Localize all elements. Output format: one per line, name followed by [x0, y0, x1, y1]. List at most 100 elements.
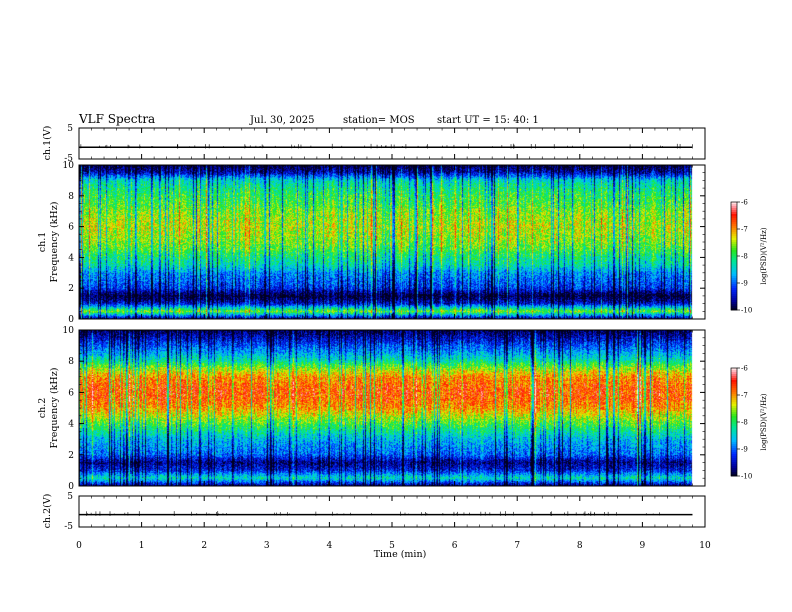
- time-axis: 0 1 2 3 4 5 6 7 8 9 10 Time (min): [76, 541, 711, 560]
- ch1-colorbar-cell: [731, 202, 737, 205]
- ch1-colorbar-cell: [731, 240, 737, 243]
- ch2-colorbar-cell: [731, 452, 737, 455]
- ch2-frequency-ytick-label: 0: [68, 482, 74, 492]
- ch1-colorbar-tick-label: -7: [741, 226, 748, 234]
- ch1-colorbar-cell: [731, 304, 737, 307]
- ch2-colorbar-tick-label: -6: [741, 365, 748, 373]
- ch1-colorbar-cell: [731, 238, 737, 241]
- ch2-frequency-ytick-label: 2: [68, 451, 74, 461]
- ch2-frequency-ytick-label: 8: [68, 357, 74, 367]
- ch1-colorbar-ticks: -6 -7 -8 -9 -10: [737, 199, 752, 315]
- ch1-colorbar-cell: [731, 270, 737, 273]
- ch2-colorbar-cell: [731, 406, 737, 409]
- ch2-colorbar-cell: [731, 396, 737, 399]
- ch1-voltage-frame: [78, 127, 706, 160]
- time-tick-marks: [78, 128, 706, 527]
- ch2-colorbar-cell: [731, 368, 737, 371]
- ch1-colorbar-cell: [731, 232, 737, 235]
- ch1-colorbar-cell: [731, 276, 737, 279]
- ch2-colorbar-tick-label: -9: [741, 446, 748, 454]
- ch2-voltage-panel: 5 -5 ch.2(V): [42, 492, 706, 532]
- time-tick-label: 0: [76, 541, 82, 551]
- ch1-colorbar-cell: [731, 236, 737, 239]
- ch1-colorbar-cell: [731, 254, 737, 257]
- figure-title: VLF Spectra: [78, 112, 155, 126]
- ch2-colorbar-cell: [731, 472, 737, 475]
- ch2-frequency-ylabel: Frequency (kHz): [49, 368, 60, 449]
- ch2-colorbar-cell: [731, 416, 737, 419]
- ch1-colorbar-cell: [731, 208, 737, 211]
- ch1-colorbar-cell: [731, 272, 737, 275]
- ch2-colorbar-cell: [731, 414, 737, 417]
- ch1-frequency-ylabel: Frequency (kHz): [49, 202, 60, 283]
- ch1-colorbar-cell: [731, 204, 737, 207]
- ch1-colorbar-gradient: [731, 202, 737, 311]
- ch1-frequency-ticks: 0 2 4 6 8 10: [63, 161, 705, 325]
- ch1-channel-label: ch.1: [37, 232, 48, 253]
- ch2-colorbar-cell: [731, 460, 737, 463]
- ch1-spectrogram-panel: 0 2 4 6 8 10 ch.1 Frequency (kHz): [37, 161, 706, 325]
- ch2-colorbar-cell: [731, 422, 737, 425]
- ch2-colorbar-cell: [731, 418, 737, 421]
- ch2-voltage-tick-min: -5: [64, 522, 73, 532]
- ch1-colorbar-cell: [731, 290, 737, 293]
- ch2-colorbar-cell: [731, 374, 737, 377]
- ch2-colorbar-cell: [731, 424, 737, 427]
- ch2-colorbar-label: log(PSD)(V²/Hz): [760, 393, 768, 450]
- ch2-colorbar-cell: [731, 470, 737, 473]
- time-tick-label: 2: [201, 541, 207, 551]
- time-tick-label: 1: [139, 541, 145, 551]
- ch1-colorbar-tick-label: -10: [741, 307, 752, 315]
- ch2-colorbar-tick-label: -10: [741, 473, 752, 481]
- ch1-frequency-ytick-label: 8: [68, 192, 74, 202]
- ch2-colorbar-cell: [731, 456, 737, 459]
- ch2-colorbar-cell: [731, 410, 737, 413]
- ch1-colorbar-cell: [731, 210, 737, 213]
- ch2-colorbar-cell: [731, 382, 737, 385]
- ch2-colorbar-cell: [731, 428, 737, 431]
- time-tick-label: 5: [389, 541, 395, 551]
- ch2-colorbar-cell: [731, 388, 737, 391]
- ch2-colorbar-cell: [731, 444, 737, 447]
- ch1-spectrogram-image: [79, 165, 705, 319]
- ch1-colorbar-cell: [731, 218, 737, 221]
- ch1-colorbar-cell: [731, 296, 737, 299]
- ch2-colorbar-cell: [731, 404, 737, 407]
- ch2-colorbar-cell: [731, 402, 737, 405]
- ch1-voltage-panel: 5 -5 ch.1(V): [42, 124, 706, 164]
- ch1-colorbar-tick-label: -6: [741, 199, 748, 207]
- ch1-colorbar-cell: [731, 266, 737, 269]
- ch2-colorbar-cell: [731, 412, 737, 415]
- ch1-colorbar-cell: [731, 286, 737, 289]
- time-tick-label: 4: [327, 541, 333, 551]
- ch1-colorbar-cell: [731, 264, 737, 267]
- ch2-colorbar-cell: [731, 442, 737, 445]
- figure-date: Jul. 30, 2025: [249, 115, 315, 126]
- ch2-frequency-ytick-label: 6: [68, 388, 74, 398]
- ch1-colorbar-cell: [731, 256, 737, 259]
- ch1-colorbar-cell: [731, 260, 737, 263]
- ch1-colorbar-cell: [731, 278, 737, 281]
- ch1-colorbar-cell: [731, 268, 737, 271]
- ch2-colorbar-cell: [731, 390, 737, 393]
- ch2-colorbar-ticks: -6 -7 -8 -9 -10: [737, 365, 752, 481]
- ch1-colorbar-cell: [731, 292, 737, 295]
- ch1-colorbar-tick-label: -8: [741, 253, 748, 261]
- ch1-colorbar-cell: [731, 282, 737, 285]
- ch1-colorbar-cell: [731, 226, 737, 229]
- time-tick-label: 8: [577, 541, 583, 551]
- ch2-colorbar-cell: [731, 380, 737, 383]
- ch1-colorbar-cell: [731, 308, 737, 311]
- ch1-voltage-ylabel: ch.1(V): [42, 126, 53, 161]
- ch1-colorbar-cell: [731, 214, 737, 217]
- ch1-colorbar-cell: [731, 250, 737, 253]
- ch1-colorbar-cell: [731, 230, 737, 233]
- time-tick-label: 6: [452, 541, 458, 551]
- ch1-colorbar-cell: [731, 212, 737, 215]
- ch2-colorbar-cell: [731, 440, 737, 443]
- ch1-voltage-tick-min: -5: [64, 154, 73, 164]
- ch1-colorbar-cell: [731, 206, 737, 209]
- ch1-colorbar-cell: [731, 222, 737, 225]
- ch2-colorbar-cell: [731, 376, 737, 379]
